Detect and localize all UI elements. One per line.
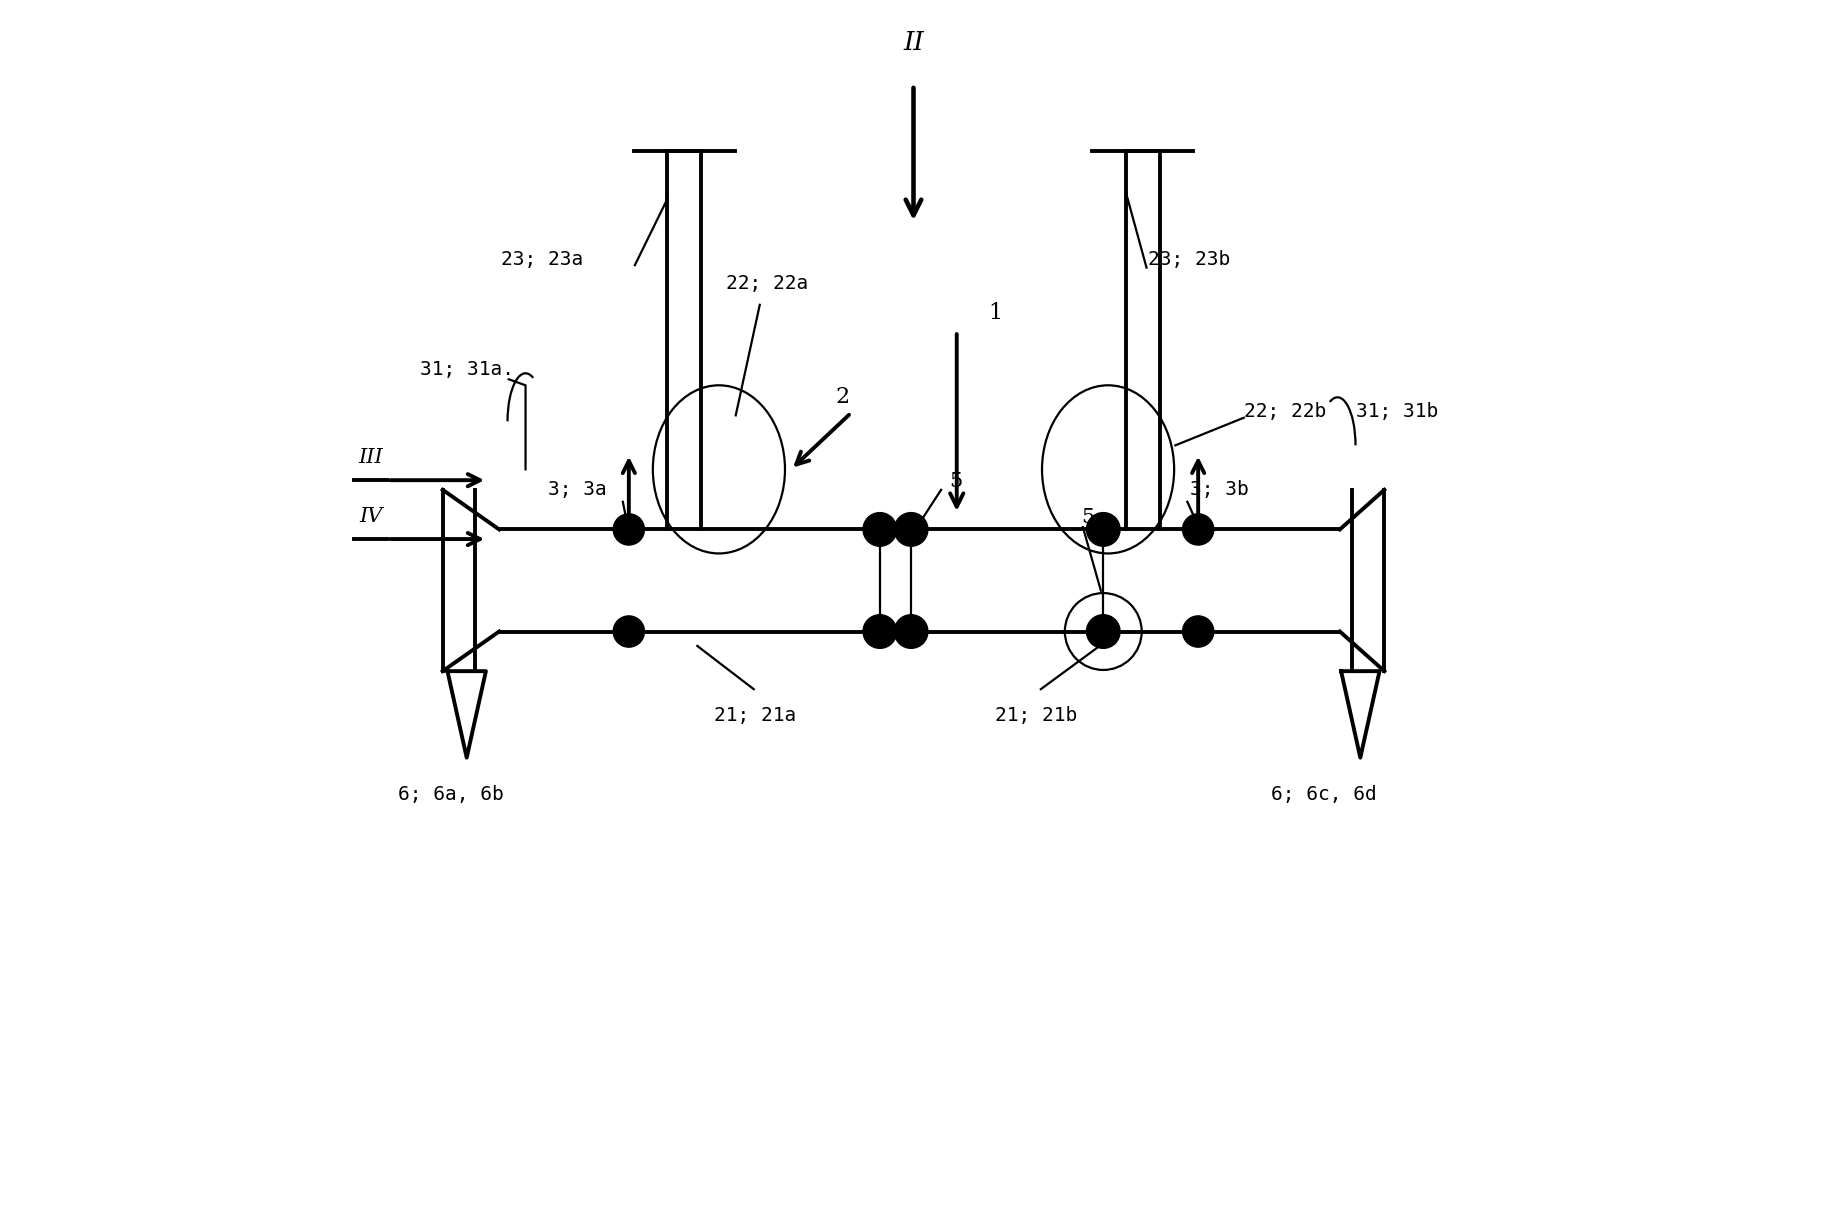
Circle shape — [1087, 513, 1120, 547]
Circle shape — [862, 615, 897, 649]
Circle shape — [1182, 514, 1213, 546]
Text: 22; 22a: 22; 22a — [725, 273, 808, 293]
Text: 21; 21b: 21; 21b — [996, 706, 1078, 725]
Text: 5: 5 — [1082, 508, 1094, 527]
Circle shape — [893, 513, 928, 547]
Text: 21; 21a: 21; 21a — [714, 706, 797, 725]
Circle shape — [614, 616, 645, 648]
Text: 22; 22b: 22; 22b — [1244, 402, 1326, 422]
Text: 31; 31a.: 31; 31a. — [420, 360, 513, 379]
Text: 5: 5 — [948, 471, 963, 491]
Text: IV: IV — [358, 507, 382, 526]
Circle shape — [1182, 616, 1213, 648]
Text: 3; 3a: 3; 3a — [548, 480, 607, 499]
Text: II: II — [903, 30, 924, 55]
Text: 2: 2 — [835, 386, 850, 408]
Text: 23; 23a: 23; 23a — [501, 249, 583, 269]
Text: 23; 23b: 23; 23b — [1147, 249, 1230, 269]
Circle shape — [862, 513, 897, 547]
Circle shape — [893, 615, 928, 649]
Text: III: III — [358, 448, 384, 467]
Text: 6; 6c, 6d: 6; 6c, 6d — [1272, 785, 1378, 804]
Text: 1: 1 — [988, 303, 1001, 324]
Circle shape — [1087, 615, 1120, 649]
Text: 3; 3b: 3; 3b — [1189, 480, 1248, 499]
Text: 6; 6a, 6b: 6; 6a, 6b — [398, 785, 504, 804]
Circle shape — [614, 514, 645, 546]
Text: 31; 31b: 31; 31b — [1356, 402, 1438, 422]
